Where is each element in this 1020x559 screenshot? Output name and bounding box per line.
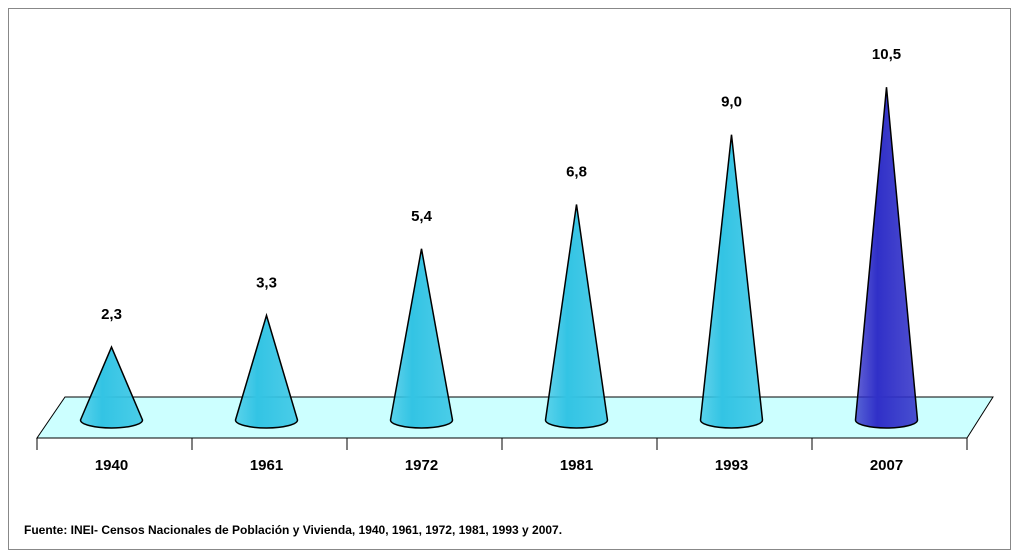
cone [389,248,454,429]
value-label: 2,3 [101,306,122,323]
x-tick-label: 1972 [405,457,438,474]
x-tick-label: 2007 [870,457,903,474]
x-tick-label: 1993 [715,457,748,474]
cone [544,204,609,429]
cone [79,345,144,429]
x-tick-label: 1981 [560,457,593,474]
cone [854,87,919,429]
value-label: 3,3 [256,274,277,291]
value-label: 5,4 [411,208,433,225]
x-tick-label: 1940 [95,457,128,474]
value-label: 9,0 [721,94,742,111]
value-label: 6,8 [566,163,587,180]
source-note: Fuente: INEI- Censos Nacionales de Pobla… [24,523,562,537]
chart-border [8,8,1011,550]
value-label: 10,5 [872,46,901,63]
floor [36,396,994,439]
cone [699,134,764,429]
cone [234,312,299,429]
x-tick-label: 1961 [250,457,283,474]
